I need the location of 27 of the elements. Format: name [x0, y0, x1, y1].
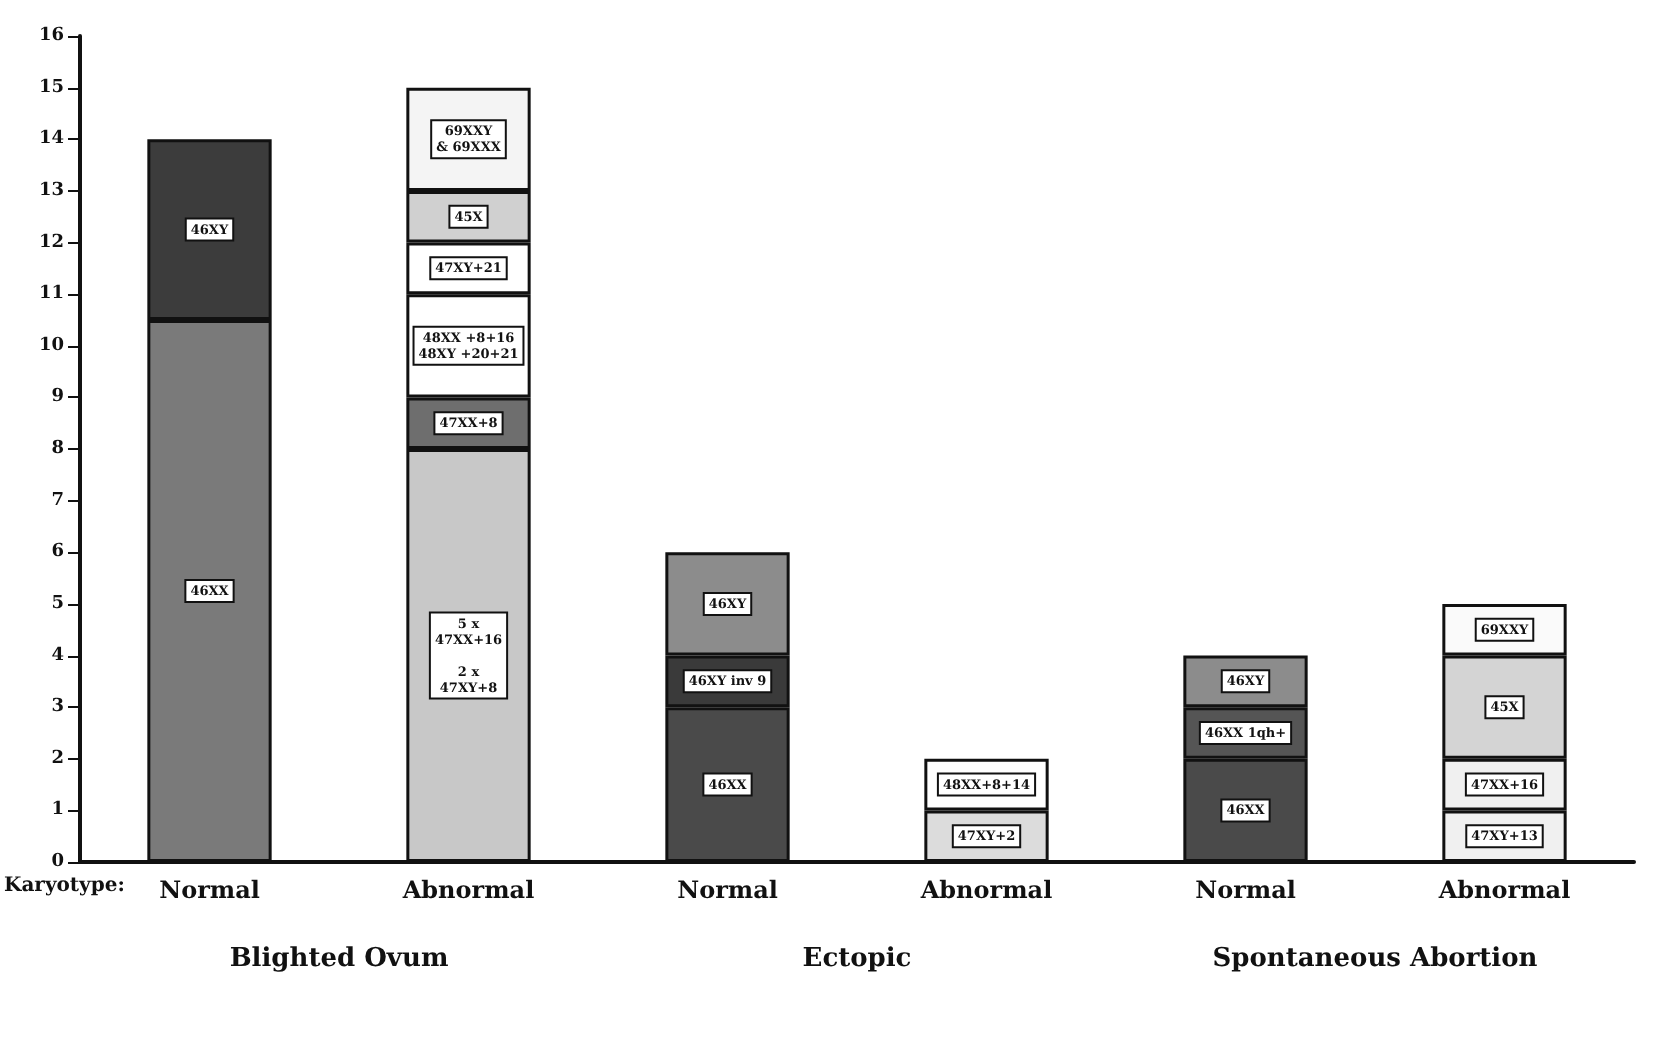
y-tick-label: 7 [51, 490, 64, 511]
x-tick-label: Abnormal [918, 876, 1054, 904]
text: Spontaneous Abortion [1212, 944, 1539, 974]
y-tick-label: 9 [51, 387, 64, 408]
y-tick-label: 16 [38, 26, 64, 46]
text: Karyotype: [4, 875, 125, 897]
y-tick-label: 1 [51, 800, 64, 821]
y-tick-label: 8 [51, 439, 64, 459]
text: Ectopic [802, 944, 912, 974]
y-tick-label: 4 [51, 645, 64, 666]
y-tick-label: 11 [38, 284, 64, 305]
x-tick-label: Abnormal [1436, 876, 1572, 904]
y-tick-label: 2 [51, 748, 64, 769]
y-tick-label: 3 [51, 697, 64, 718]
y-tick-label: 6 [51, 542, 64, 563]
y-tick-label: 12 [38, 232, 64, 253]
y-tick-label: 10 [38, 335, 64, 356]
y-tick-label: 13 [38, 180, 64, 201]
text: Blighted Ovum [229, 944, 449, 974]
y-tick-label: 5 [51, 593, 64, 614]
x-tick-label: Normal [1195, 876, 1297, 904]
y-tick-label: 15 [38, 77, 64, 98]
y-tick-label: 14 [38, 129, 64, 150]
x-tick-label: Abnormal [400, 876, 536, 904]
x-tick-label: Normal [159, 876, 261, 904]
x-tick-label: Normal [677, 876, 779, 904]
y-tick-label: 0 [51, 852, 64, 872]
